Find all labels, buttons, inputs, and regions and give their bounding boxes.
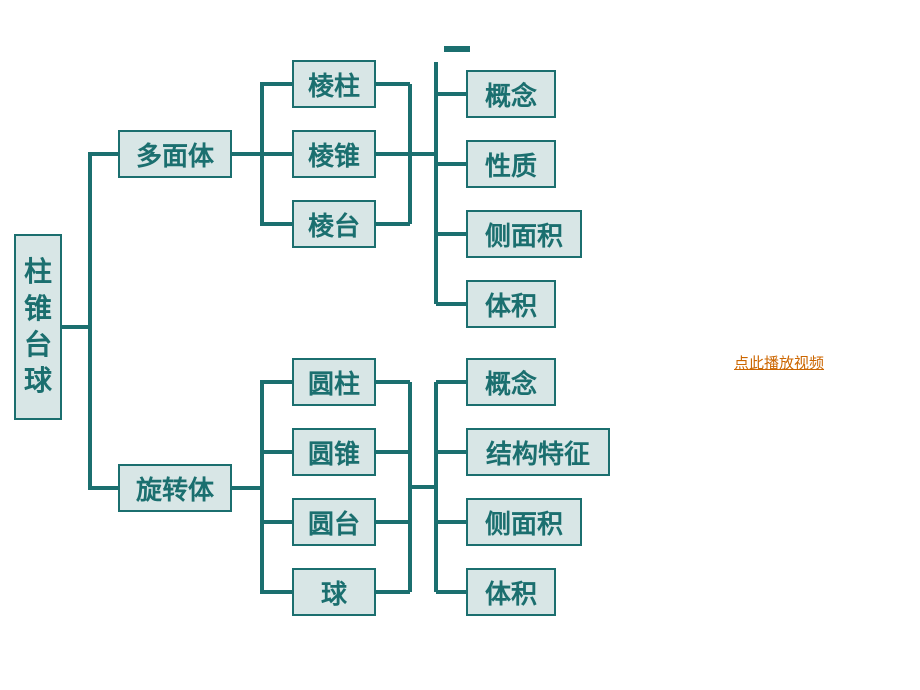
node-l1b: 旋转体: [118, 464, 232, 512]
node-l3b3: 侧面积: [466, 498, 582, 546]
decorative-dash: [444, 46, 470, 52]
node-l3a3: 侧面积: [466, 210, 582, 258]
node-l1a: 多面体: [118, 130, 232, 178]
node-l3a2: 性质: [466, 140, 556, 188]
node-l2a3: 棱台: [292, 200, 376, 248]
node-l2b3: 圆台: [292, 498, 376, 546]
node-l3a4: 体积: [466, 280, 556, 328]
node-l3b1: 概念: [466, 358, 556, 406]
node-l2b1: 圆柱: [292, 358, 376, 406]
play-video-link[interactable]: 点此播放视频: [734, 352, 824, 373]
node-root: 柱 锥 台 球: [14, 234, 62, 420]
node-l2a1: 棱柱: [292, 60, 376, 108]
connector-lines: [0, 0, 920, 690]
node-l3b2: 结构特征: [466, 428, 610, 476]
node-l2a2: 棱锥: [292, 130, 376, 178]
node-l2b2: 圆锥: [292, 428, 376, 476]
node-l3a1: 概念: [466, 70, 556, 118]
node-l3b4: 体积: [466, 568, 556, 616]
node-l2b4: 球: [292, 568, 376, 616]
